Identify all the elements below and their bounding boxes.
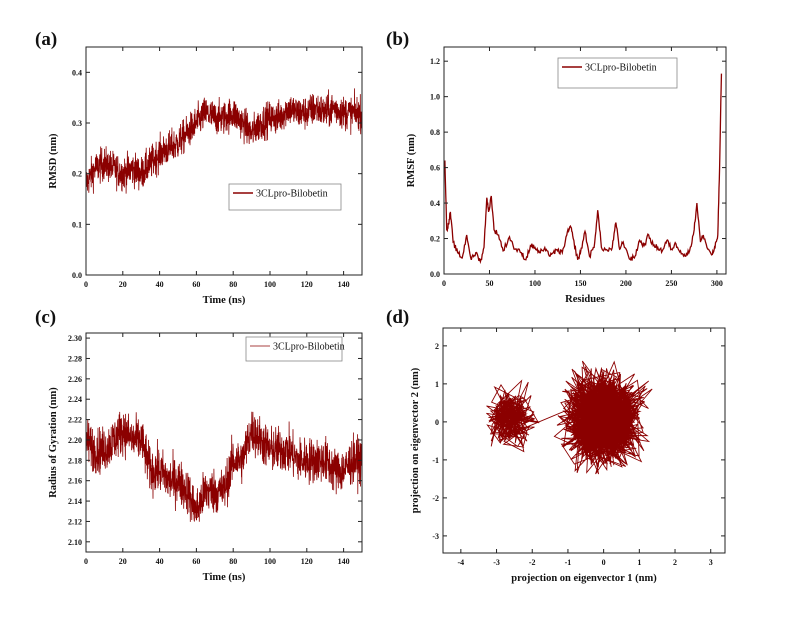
x-tick-label: 100 xyxy=(264,280,276,289)
x-tick-label: 80 xyxy=(229,557,237,566)
y-tick-label: 2.24 xyxy=(68,395,82,404)
y-tick-label: 0.2 xyxy=(430,235,440,244)
legend-entry: 3CLpro-Bilobetin xyxy=(256,189,328,200)
x-tick-label: 60 xyxy=(192,280,200,289)
y-tick-label: 1.0 xyxy=(430,93,440,102)
legend: 3CLpro-Bilobetin xyxy=(228,183,342,211)
x-tick-label: 0 xyxy=(442,279,446,288)
y-tick-label: 2.28 xyxy=(68,354,82,363)
x-tick-label: 80 xyxy=(229,280,237,289)
y-tick-label: 2.20 xyxy=(68,436,82,445)
legend-entry: 3CLpro-Bilobetin xyxy=(273,342,345,353)
plot-frame xyxy=(85,46,363,276)
x-tick-label: 250 xyxy=(665,279,677,288)
y-tick-label: 0.0 xyxy=(430,270,440,279)
x-tick-label: 40 xyxy=(156,557,164,566)
x-tick-label: 60 xyxy=(192,557,200,566)
x-tick-label: -4 xyxy=(458,558,465,567)
panel-c: (c) 0 20 40 60 80 100 120 140 2.10 2.12 2.14 2.16 2.1… xyxy=(35,307,363,583)
x-tick-label: 140 xyxy=(338,557,350,566)
series-line xyxy=(86,411,362,522)
y-axis-label: RMSD (nm) xyxy=(48,133,59,189)
x-tick-label: 20 xyxy=(119,557,127,566)
panel-label: (d) xyxy=(386,307,409,328)
y-tick-label: 0.0 xyxy=(72,271,82,280)
panel-a: (a) 0 20 40 60 80 100 120 140 0.0 0.1 0.2 0.3 0.4 Time… xyxy=(35,29,363,306)
x-tick-label: 50 xyxy=(485,279,493,288)
x-axis-label: Time (ns) xyxy=(203,572,246,583)
panel-d: (d) -4 -3 -2 -1 0 1 2 3 -3 -2 -1 0 1 2 projection on ei… xyxy=(386,307,726,584)
y-tick-label: 1 xyxy=(435,380,439,389)
x-tick-label: 40 xyxy=(156,280,164,289)
x-tick-label: -1 xyxy=(565,558,572,567)
x-tick-label: -2 xyxy=(529,558,536,567)
panel-label: (c) xyxy=(35,307,56,328)
x-tick-label: 100 xyxy=(529,279,541,288)
legend-box xyxy=(228,183,342,211)
plot-frame xyxy=(443,46,727,275)
x-tick-label: 3 xyxy=(709,558,713,567)
y-tick-label: 0.4 xyxy=(430,199,440,208)
panel-label: (a) xyxy=(35,29,57,50)
x-tick-label: 120 xyxy=(301,280,313,289)
x-tick-label: 150 xyxy=(574,279,586,288)
y-tick-label: 0 xyxy=(435,418,439,427)
y-tick-label: -2 xyxy=(432,494,439,503)
y-tick-label: 2 xyxy=(435,342,439,351)
x-axis-label: projection on eigenvector 1 (nm) xyxy=(511,573,657,584)
y-tick-label: 0.3 xyxy=(72,119,82,128)
x-tick-label: 120 xyxy=(301,557,313,566)
y-tick-label: 1.2 xyxy=(430,57,440,66)
y-tick-label: -1 xyxy=(432,456,439,465)
legend: 3CLpro-Bilobetin xyxy=(245,336,345,362)
panel-label: (b) xyxy=(386,29,409,50)
y-tick-label: 2.12 xyxy=(68,517,82,526)
y-tick-label: 2.30 xyxy=(68,334,82,343)
legend-box xyxy=(557,57,678,89)
legend-box xyxy=(245,336,343,362)
legend-entry: 3CLpro-Bilobetin xyxy=(585,63,657,74)
plot-frame xyxy=(85,332,363,553)
y-tick-label: 0.2 xyxy=(72,170,82,179)
y-tick-label: 2.16 xyxy=(68,477,82,486)
x-tick-label: 2 xyxy=(673,558,677,567)
legend: 3CLpro-Bilobetin xyxy=(557,57,678,89)
x-tick-label: 0 xyxy=(602,558,606,567)
series-line xyxy=(444,73,723,265)
x-tick-label: 100 xyxy=(264,557,276,566)
x-tick-label: 0 xyxy=(84,557,88,566)
y-tick-label: 0.4 xyxy=(72,68,82,77)
x-tick-label: 1 xyxy=(637,558,641,567)
y-tick-label: -3 xyxy=(432,532,439,541)
x-tick-label: 0 xyxy=(84,280,88,289)
series-line xyxy=(86,88,362,275)
y-axis-label: RMSF (nm) xyxy=(406,133,417,187)
y-tick-label: 0.8 xyxy=(430,128,440,137)
x-axis-label: Residues xyxy=(565,294,605,305)
x-tick-label: 140 xyxy=(338,280,350,289)
y-tick-label: 0.1 xyxy=(72,220,82,229)
y-tick-label: 2.18 xyxy=(68,456,82,465)
y-tick-label: 0.6 xyxy=(430,164,440,173)
y-tick-label: 2.10 xyxy=(68,538,82,547)
y-axis-label: Radius of Gyration (nm) xyxy=(48,387,59,498)
x-tick-label: 300 xyxy=(711,279,723,288)
panel-b: (b) 0 50 100 150 200 250 300 0.0 0.2 0.4 0.6 0.8 1.0 1… xyxy=(386,29,727,305)
x-tick-label: 200 xyxy=(620,279,632,288)
plot-frame xyxy=(442,327,726,554)
x-axis-label: Time (ns) xyxy=(203,295,246,306)
x-tick-label: 20 xyxy=(119,280,127,289)
projection-trajectory-line xyxy=(486,360,653,475)
x-tick-label: -3 xyxy=(493,558,500,567)
y-tick-label: 2.14 xyxy=(68,497,82,506)
y-tick-label: 2.22 xyxy=(68,416,82,425)
y-axis-label: projection on eigenvector 2 (nm) xyxy=(410,367,421,513)
y-tick-label: 2.26 xyxy=(68,375,82,384)
